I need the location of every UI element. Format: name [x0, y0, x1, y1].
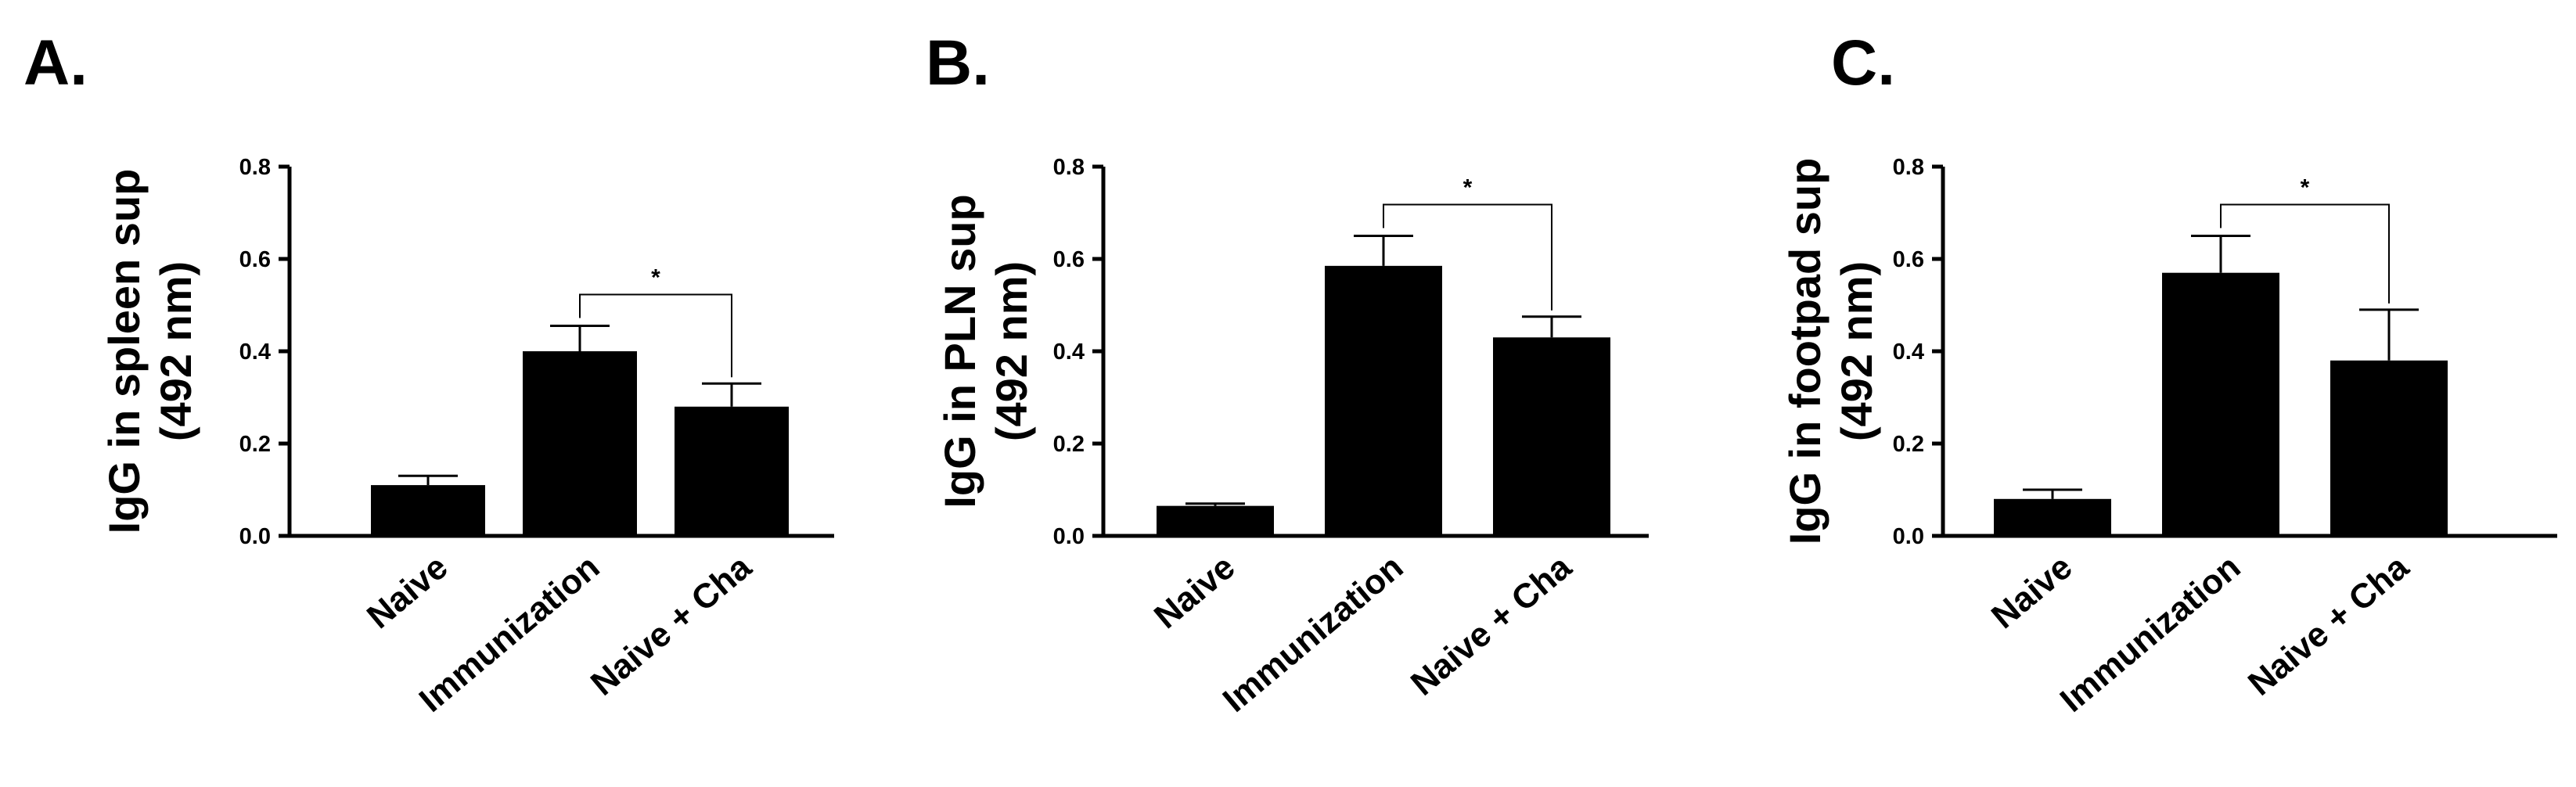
bar — [371, 485, 485, 536]
chart-panel-3: C. IgG in footpad sup (492 nm) 0.0 0.2 0.4 0.6… — [1780, 27, 2557, 720]
y-tick-label: 0.8 — [239, 155, 271, 180]
significance-label: * — [2301, 175, 2310, 201]
y-tick-label: 0.6 — [1893, 247, 1924, 272]
y-tick-label: 0.2 — [239, 432, 271, 457]
panel-label: A. — [23, 27, 88, 99]
y-axis-title-line: IgG in spleen sup — [99, 169, 149, 534]
bar — [523, 351, 637, 536]
significance-label: * — [1463, 175, 1473, 201]
y-axis-title-line: (492 nm) — [1832, 261, 1881, 441]
bar — [675, 406, 789, 536]
y-tick-label: 0.4 — [1893, 340, 1924, 365]
y-tick-label: 0.6 — [1053, 247, 1085, 272]
y-tick-label: 0.8 — [1053, 155, 1085, 180]
significance-bracket — [2220, 203, 2390, 304]
bar — [2162, 272, 2279, 536]
y-axis-title-line: (492 nm) — [151, 261, 200, 441]
y-tick-label: 0.8 — [1893, 155, 1924, 180]
significance-label: * — [651, 265, 660, 291]
bar — [2330, 360, 2448, 536]
y-axis-title: IgG in footpad sup (492 nm) — [1780, 158, 1881, 545]
chart-panel-1: A.IgG in spleen sup (492 nm)0.00.20.40.60… — [23, 27, 834, 720]
x-category-label: Naive — [1147, 548, 1242, 636]
bar — [1994, 498, 2111, 536]
chart-panel-2: B. IgG in PLN sup (492 nm) 0.0 0.2 0.4 0.6 0.8 N… — [926, 27, 1649, 720]
x-category-label: Naive — [1984, 548, 2079, 636]
y-axis-title: IgG in spleen sup (492 nm) — [99, 169, 200, 534]
y-axis-title-line: (492 nm) — [987, 261, 1036, 441]
significance-bracket — [1383, 203, 1552, 311]
panel-label: B. — [926, 27, 990, 99]
y-tick-label: 0.2 — [1053, 432, 1085, 457]
y-tick-label: 0.0 — [1893, 524, 1924, 549]
y-tick-label: 0.4 — [239, 340, 271, 365]
y-tick-label: 0.0 — [239, 524, 271, 549]
bar — [1493, 337, 1610, 536]
y-tick-label: 0.2 — [1893, 432, 1924, 457]
y-axis-title: IgG in PLN sup (492 nm) — [935, 194, 1036, 508]
x-category-label: Naive + Cha — [2241, 548, 2416, 703]
bar — [1325, 265, 1442, 536]
y-tick-label: 0.6 — [239, 247, 271, 272]
panel-label: C. — [1831, 27, 1895, 99]
y-tick-label: 0.4 — [1053, 340, 1085, 365]
x-category-label: Immunization — [2053, 548, 2248, 720]
x-category-label: Immunization — [1216, 548, 1411, 720]
significance-bracket — [579, 293, 732, 378]
x-category-label: Naive + Cha — [584, 548, 759, 703]
x-category-label: Naive + Cha — [1404, 548, 1579, 703]
bar — [1157, 505, 1274, 536]
y-axis-title-line: IgG in footpad sup — [1780, 158, 1829, 545]
x-category-label: Naive — [360, 548, 455, 636]
y-axis-title-line: IgG in PLN sup — [935, 194, 984, 508]
y-tick-label: 0.0 — [1053, 524, 1085, 549]
